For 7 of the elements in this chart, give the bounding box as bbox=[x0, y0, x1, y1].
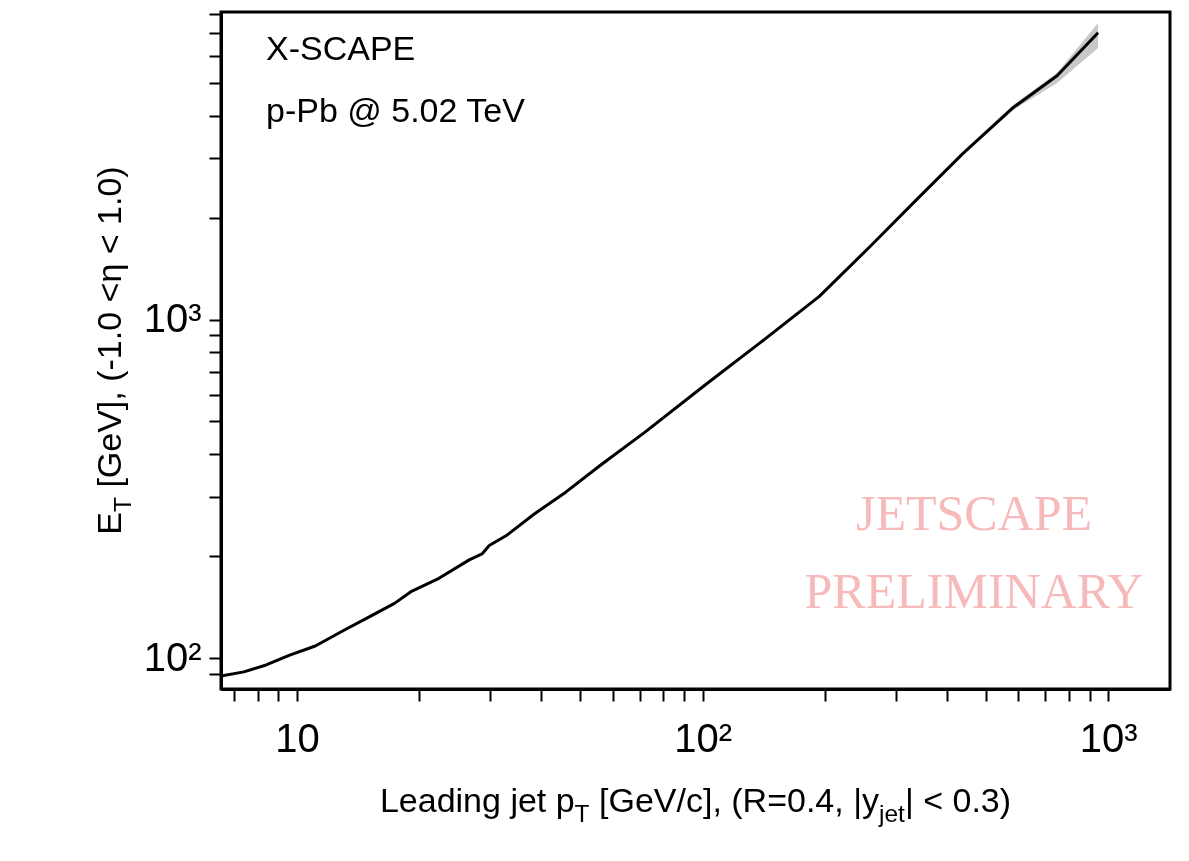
x-tick-label: 10 bbox=[275, 715, 320, 760]
x-tick-label: 10³ bbox=[1079, 715, 1138, 760]
y-axis-title: ET [GeV], (-1.0 <η < 1.0) bbox=[90, 166, 137, 535]
annotation: p-Pb @ 5.02 TeV bbox=[266, 91, 526, 129]
annotation: JETSCAPE PRELIMINARY bbox=[804, 485, 1144, 619]
annotation: X-SCAPE bbox=[266, 29, 416, 67]
x-tick-label: 10² bbox=[674, 715, 732, 760]
